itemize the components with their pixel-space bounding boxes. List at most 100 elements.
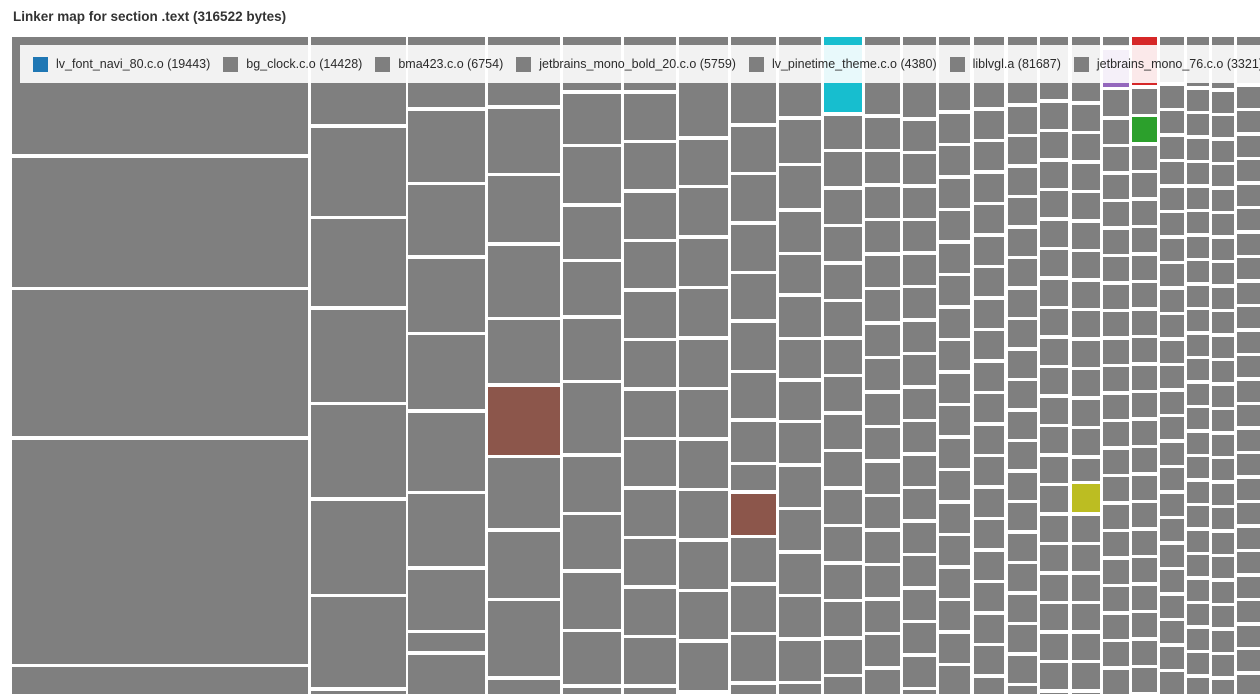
treemap-tile xyxy=(1040,250,1068,276)
treemap-tile xyxy=(865,290,900,321)
treemap-tile-highlight xyxy=(488,386,560,455)
treemap-tile xyxy=(779,255,821,293)
treemap-tile xyxy=(903,388,936,419)
treemap-tile xyxy=(939,276,970,305)
treemap-tile xyxy=(1132,310,1157,335)
treemap-tile xyxy=(903,120,936,151)
treemap-tile xyxy=(563,262,621,315)
treemap-tile xyxy=(1132,420,1157,445)
treemap-tile xyxy=(1103,394,1129,419)
treemap-tile xyxy=(903,690,936,694)
legend-item-label: jetbrains_mono_76.c.o (3321) xyxy=(1096,57,1260,71)
treemap-tile xyxy=(1160,136,1184,159)
treemap-tile xyxy=(311,690,406,694)
treemap-tile xyxy=(939,438,970,468)
treemap-tile xyxy=(731,585,776,632)
treemap-tile xyxy=(779,119,821,163)
treemap-tile xyxy=(731,421,776,462)
treemap-tile xyxy=(974,299,1004,328)
treemap-tile xyxy=(1072,252,1100,278)
treemap-tile xyxy=(1103,90,1129,116)
treemap-tile xyxy=(903,321,936,352)
treemap-tile xyxy=(974,331,1004,359)
treemap-tile xyxy=(1103,147,1129,171)
treemap-tile xyxy=(1072,163,1100,190)
treemap-tile xyxy=(974,583,1004,611)
legend-swatch xyxy=(1073,56,1089,72)
treemap-tile xyxy=(1187,408,1209,429)
treemap-tile xyxy=(865,221,900,252)
treemap-tile xyxy=(1008,503,1037,530)
legend-item: liblvgl.a (81687) xyxy=(949,56,1061,72)
treemap-tile xyxy=(1212,287,1234,309)
treemap-tile xyxy=(865,255,900,287)
treemap-tile xyxy=(1187,334,1209,356)
legend-item-label: bg_clock.c.o (14428) xyxy=(246,57,363,71)
treemap-tile xyxy=(1212,581,1234,603)
treemap-tile xyxy=(1160,366,1184,388)
treemap-tile xyxy=(1040,161,1068,188)
treemap-tile xyxy=(903,489,936,519)
treemap-tile xyxy=(939,503,970,533)
treemap-tile xyxy=(824,302,862,336)
treemap-tile xyxy=(624,291,676,338)
treemap-tile xyxy=(1103,229,1129,254)
treemap-tile xyxy=(939,633,970,663)
treemap-tile xyxy=(1212,483,1234,505)
treemap-tile xyxy=(1103,367,1129,391)
treemap-tile xyxy=(1187,432,1209,454)
treemap-tile xyxy=(1160,340,1184,363)
treemap-tile xyxy=(779,640,821,681)
treemap-tile xyxy=(1072,692,1100,694)
treemap-tile xyxy=(1160,595,1184,618)
legend-item-label: lv_font_navi_80.c.o (19443) xyxy=(56,57,211,71)
treemap-tile xyxy=(311,597,406,687)
treemap-tile xyxy=(779,381,821,420)
treemap-tile xyxy=(311,219,406,306)
treemap-tile xyxy=(12,157,308,287)
treemap-tile xyxy=(824,564,862,599)
treemap-tile xyxy=(1008,411,1037,439)
treemap-tile xyxy=(1008,137,1037,164)
treemap-tile xyxy=(1187,604,1209,625)
treemap-tile xyxy=(939,243,970,273)
treemap-tile xyxy=(1103,587,1129,611)
treemap-tile xyxy=(1237,331,1260,353)
treemap-tile xyxy=(903,455,936,486)
treemap-tile xyxy=(1040,633,1068,660)
treemap-tile xyxy=(1212,434,1234,456)
treemap-tile xyxy=(1103,174,1129,199)
treemap-tile xyxy=(865,152,900,183)
treemap-tile xyxy=(488,108,560,173)
treemap-tile xyxy=(1072,370,1100,396)
treemap-tile xyxy=(974,362,1004,391)
treemap-tile xyxy=(731,684,776,694)
treemap-tile xyxy=(824,452,862,486)
treemap-tile xyxy=(488,458,560,528)
treemap-tile xyxy=(1160,519,1184,541)
treemap-tile xyxy=(974,551,1004,580)
treemap-tile xyxy=(939,211,970,240)
treemap-tile xyxy=(731,538,776,582)
treemap-tile xyxy=(1072,429,1100,455)
treemap-tile xyxy=(12,667,308,694)
treemap-tile xyxy=(1103,504,1129,529)
treemap-tile-highlight xyxy=(1132,117,1157,142)
treemap-tile xyxy=(1103,257,1129,281)
treemap-tile xyxy=(1040,545,1068,571)
treemap-tile xyxy=(1132,365,1157,390)
treemap-tile xyxy=(939,536,970,565)
treemap-tile xyxy=(1187,579,1209,601)
treemap-tile xyxy=(1212,140,1234,162)
treemap-tile xyxy=(1237,307,1260,328)
treemap-tile xyxy=(903,154,936,184)
treemap-tile xyxy=(903,589,936,620)
treemap-tile xyxy=(1040,102,1068,129)
treemap-tile xyxy=(1212,459,1234,480)
treemap-tile xyxy=(824,677,862,694)
treemap-tile xyxy=(1008,198,1037,225)
treemap-tile xyxy=(1212,606,1234,627)
treemap-tile xyxy=(974,173,1004,202)
treemap-tile xyxy=(731,175,776,221)
treemap-tile xyxy=(974,236,1004,265)
